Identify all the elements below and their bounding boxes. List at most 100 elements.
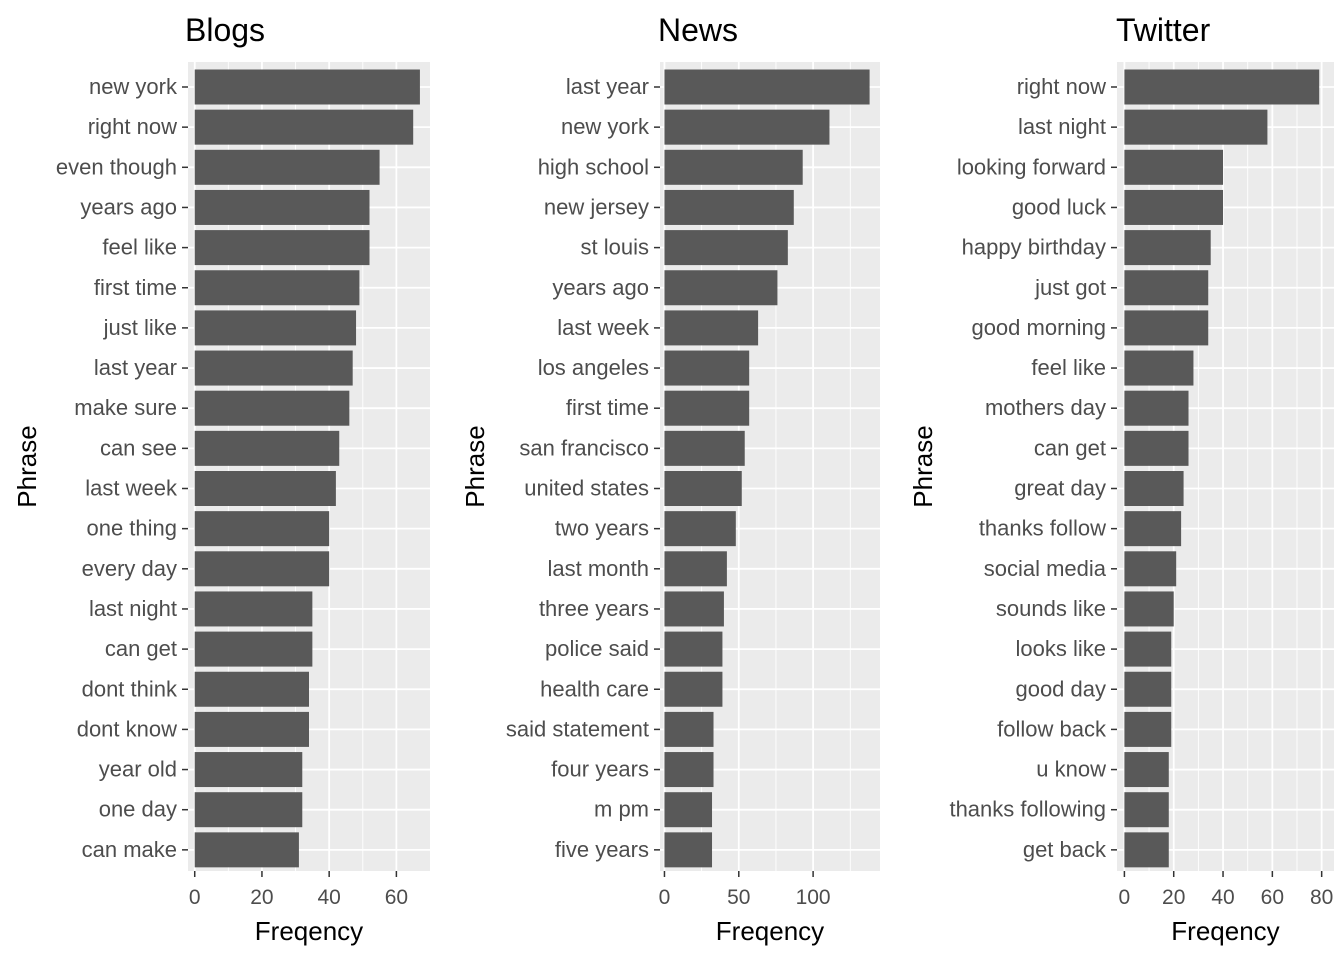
bar xyxy=(194,390,350,426)
y-tick-label: looking forward xyxy=(957,154,1106,179)
y-tick-label: two years xyxy=(555,516,649,541)
panel-title: Blogs xyxy=(185,12,265,48)
y-axis-title: Phrase xyxy=(460,425,490,507)
y-tick-label: thanks following xyxy=(949,797,1106,822)
y-tick-label: new york xyxy=(561,114,650,139)
bar xyxy=(664,471,742,506)
bar xyxy=(664,752,714,788)
bar xyxy=(664,149,803,185)
bar xyxy=(664,551,727,587)
bar xyxy=(664,792,713,828)
x-tick-label: 50 xyxy=(727,886,750,909)
bar xyxy=(664,270,778,306)
bar xyxy=(1124,350,1194,386)
bar xyxy=(194,752,303,788)
y-tick-label: five years xyxy=(555,837,649,862)
y-tick-label: one day xyxy=(99,797,177,822)
bar xyxy=(664,832,713,868)
y-tick-label: three years xyxy=(539,596,649,621)
bar xyxy=(194,230,370,266)
y-tick-label: dont know xyxy=(77,716,177,741)
y-tick-label: m pm xyxy=(594,797,649,822)
bar xyxy=(1124,792,1169,828)
bar xyxy=(1124,310,1209,346)
bar xyxy=(194,310,357,346)
bar xyxy=(664,189,794,225)
x-tick-label: 20 xyxy=(1162,886,1185,909)
y-tick-label: four years xyxy=(551,757,649,782)
bar xyxy=(664,390,750,426)
y-tick-label: dont think xyxy=(82,676,178,701)
bar xyxy=(664,69,870,105)
bar xyxy=(1124,471,1184,506)
bar xyxy=(664,109,830,145)
y-tick-label: get back xyxy=(1023,837,1107,862)
x-tick-label: 60 xyxy=(385,886,408,909)
y-tick-label: make sure xyxy=(74,395,177,420)
y-tick-label: can make xyxy=(82,837,177,862)
y-tick-label: follow back xyxy=(997,716,1107,741)
y-tick-label: even though xyxy=(56,154,177,179)
bar xyxy=(664,591,724,627)
bar xyxy=(1124,591,1174,627)
x-tick-label: 20 xyxy=(250,886,273,909)
bar xyxy=(1124,69,1320,105)
y-tick-label: right now xyxy=(88,114,177,139)
y-tick-label: los angeles xyxy=(538,355,649,380)
bar xyxy=(194,591,313,627)
y-tick-label: last night xyxy=(89,596,177,621)
y-tick-label: first time xyxy=(94,275,177,300)
y-tick-label: last month xyxy=(548,556,650,581)
y-tick-label: san francisco xyxy=(519,435,649,460)
bar xyxy=(194,511,330,547)
bar xyxy=(194,792,303,828)
bar xyxy=(1124,149,1224,185)
y-tick-label: good morning xyxy=(971,315,1106,340)
bar xyxy=(1124,430,1189,466)
bar xyxy=(664,350,750,386)
y-tick-label: one thing xyxy=(86,516,177,541)
bar xyxy=(194,189,370,225)
bar xyxy=(664,310,759,346)
bar xyxy=(664,511,736,547)
y-tick-label: new jersey xyxy=(544,194,649,219)
bar xyxy=(194,69,420,105)
y-tick-label: first time xyxy=(566,395,649,420)
y-tick-label: last night xyxy=(1018,114,1106,139)
y-tick-label: last week xyxy=(557,315,650,340)
y-axis-title: Phrase xyxy=(908,425,938,507)
y-tick-label: can get xyxy=(105,636,177,661)
bar xyxy=(194,430,340,466)
bar xyxy=(1124,390,1189,426)
bar xyxy=(194,671,309,707)
y-tick-label: can get xyxy=(1034,435,1106,460)
y-tick-label: high school xyxy=(538,154,649,179)
y-tick-label: u know xyxy=(1036,757,1106,782)
bar xyxy=(1124,511,1182,547)
bar xyxy=(1124,832,1169,868)
x-tick-label: 100 xyxy=(796,886,831,909)
y-tick-label: united states xyxy=(524,476,649,501)
bar xyxy=(664,230,788,266)
bar xyxy=(664,711,714,747)
y-tick-label: years ago xyxy=(80,194,177,219)
x-tick-label: 40 xyxy=(1211,886,1234,909)
y-tick-label: feel like xyxy=(1031,355,1106,380)
x-axis-title: Freqency xyxy=(255,916,363,946)
y-tick-label: feel like xyxy=(102,235,177,260)
y-tick-label: good luck xyxy=(1012,194,1107,219)
bar xyxy=(194,711,309,747)
y-tick-label: great day xyxy=(1014,476,1106,501)
panel-twitter: right now last night looking forward good l… xyxy=(908,12,1334,946)
y-axis-title: Phrase xyxy=(12,425,42,507)
y-tick-label: sounds like xyxy=(996,596,1106,621)
bar xyxy=(1124,711,1172,747)
y-tick-label: health care xyxy=(540,676,649,701)
bar xyxy=(664,631,723,667)
bar xyxy=(194,149,380,185)
y-tick-label: good day xyxy=(1015,676,1106,701)
bar xyxy=(1124,551,1177,587)
y-tick-label: years ago xyxy=(552,275,649,300)
x-tick-label: 0 xyxy=(1119,886,1131,909)
bar xyxy=(1124,109,1268,145)
